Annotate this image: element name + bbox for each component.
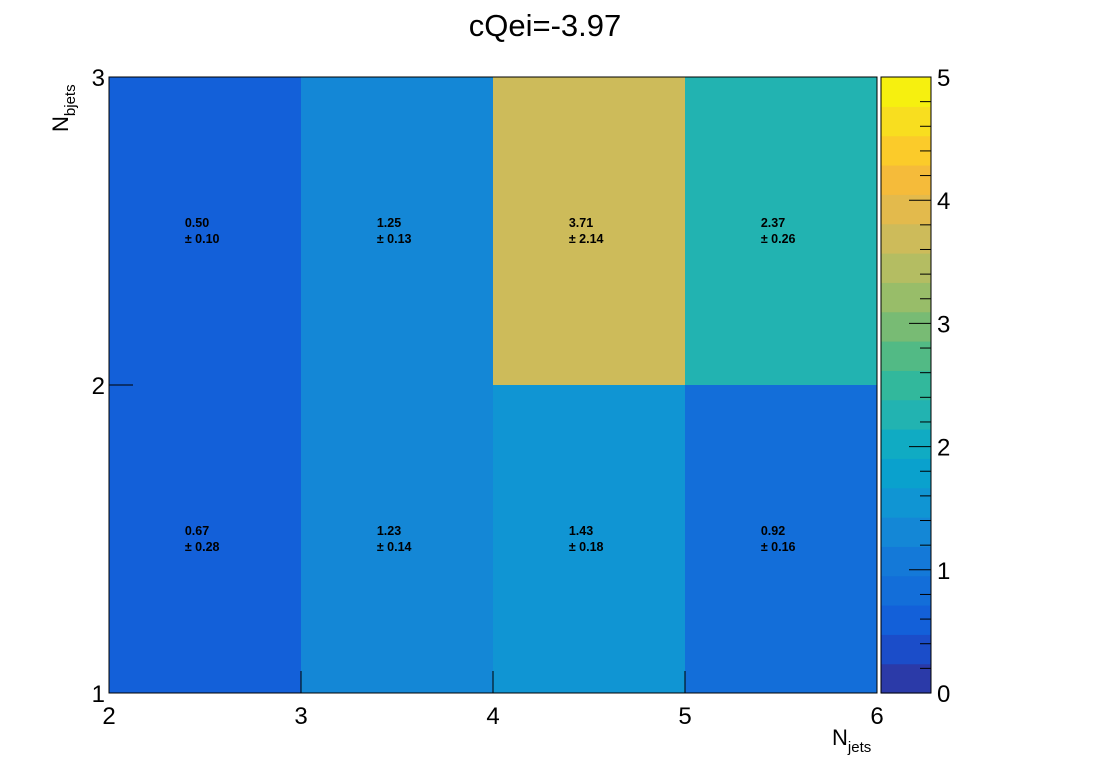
colorbar-swatch — [881, 429, 931, 459]
colorbar-swatch — [881, 546, 931, 577]
cell-value-label: 1.25 — [377, 216, 401, 230]
cell-value-label: 2.37 — [761, 216, 785, 230]
colorbar-tick-label: 2 — [937, 435, 950, 462]
y-axis-title: Nbjets — [48, 84, 79, 132]
cell-error-label: ± 0.16 — [761, 540, 796, 554]
colorbar-swatch — [881, 77, 931, 107]
cell-error-label: ± 0.13 — [377, 232, 412, 246]
colorbar-swatch — [881, 223, 931, 254]
cell-error-label: ± 0.28 — [185, 540, 220, 554]
y-axis-title-sub: bjets — [62, 84, 79, 116]
colorbar-swatch — [881, 458, 931, 489]
cell-error-label: ± 0.14 — [377, 540, 412, 554]
heatmap-cell-labels: 0.67 ± 0.28 1.23 ± 0.14 1.43 ± 0.18 0.92 ± 0.16… — [185, 216, 796, 554]
x-tick-label: 3 — [294, 703, 307, 730]
cell-value-label: 1.23 — [377, 524, 401, 538]
colorbar-swatch — [881, 106, 931, 137]
colorbar: 0 1 2 3 4 5 — [880, 65, 950, 708]
y-axis: 1 2 3 — [92, 65, 133, 708]
colorbar-swatch — [881, 253, 931, 283]
cell-value-label: 1.43 — [569, 524, 593, 538]
cell-value-label: 0.50 — [185, 216, 209, 230]
colorbar-tick-label: 1 — [937, 558, 950, 585]
x-axis-title: Njets — [832, 725, 871, 756]
heatmap-cell — [493, 385, 685, 693]
colorbar-swatch — [881, 370, 931, 401]
colorbar-swatch — [881, 575, 931, 606]
x-tick-label: 2 — [102, 703, 115, 730]
x-tick-label: 6 — [870, 703, 883, 730]
y-tick-label: 2 — [92, 373, 105, 400]
cell-error-label: ± 0.18 — [569, 540, 604, 554]
cell-value-label: 3.71 — [569, 216, 593, 230]
colorbar-tick-label: 4 — [937, 188, 950, 215]
cell-error-label: ± 0.26 — [761, 232, 796, 246]
colorbar-swatch — [881, 194, 931, 225]
x-axis-title-sub: jets — [847, 739, 871, 756]
x-tick-label: 4 — [486, 703, 499, 730]
y-tick-label: 1 — [92, 681, 105, 708]
colorbar-tick-label: 3 — [937, 311, 950, 338]
cell-value-label: 0.67 — [185, 524, 209, 538]
colorbar-swatch — [881, 282, 931, 313]
colorbar-swatch — [881, 634, 931, 665]
colorbar-swatch — [881, 399, 931, 430]
colorbar-swatch — [881, 487, 931, 518]
colorbar-border — [880, 76, 932, 694]
colorbar-swatch — [881, 341, 931, 371]
heatmap-cell — [301, 385, 493, 693]
x-axis-title-main: N — [832, 725, 848, 750]
cell-error-label: ± 2.14 — [569, 232, 604, 246]
colorbar-swatch — [881, 165, 931, 195]
colorbar-tick-label: 5 — [937, 65, 950, 92]
y-axis-title-main: N — [48, 116, 73, 132]
heatmap-cell — [109, 385, 301, 693]
x-axis: 2 3 4 5 6 — [102, 671, 884, 730]
heatmap-cell — [109, 77, 301, 385]
cell-value-label: 0.92 — [761, 524, 785, 538]
heatmap-cell — [685, 385, 877, 693]
chart-title: cQei=-3.97 — [469, 8, 622, 43]
colorbar-swatch — [881, 517, 931, 547]
heatmap-cell — [301, 77, 493, 385]
heatmap-cells — [109, 77, 877, 693]
colorbar-swatch — [881, 311, 931, 342]
heatmap-cell — [685, 77, 877, 385]
y-tick-label: 3 — [92, 65, 105, 92]
colorbar-swatch — [881, 605, 931, 635]
cell-error-label: ± 0.10 — [185, 232, 220, 246]
colorbar-tick-label: 0 — [937, 681, 950, 708]
x-tick-label: 5 — [678, 703, 691, 730]
heatmap-cell — [493, 77, 685, 385]
